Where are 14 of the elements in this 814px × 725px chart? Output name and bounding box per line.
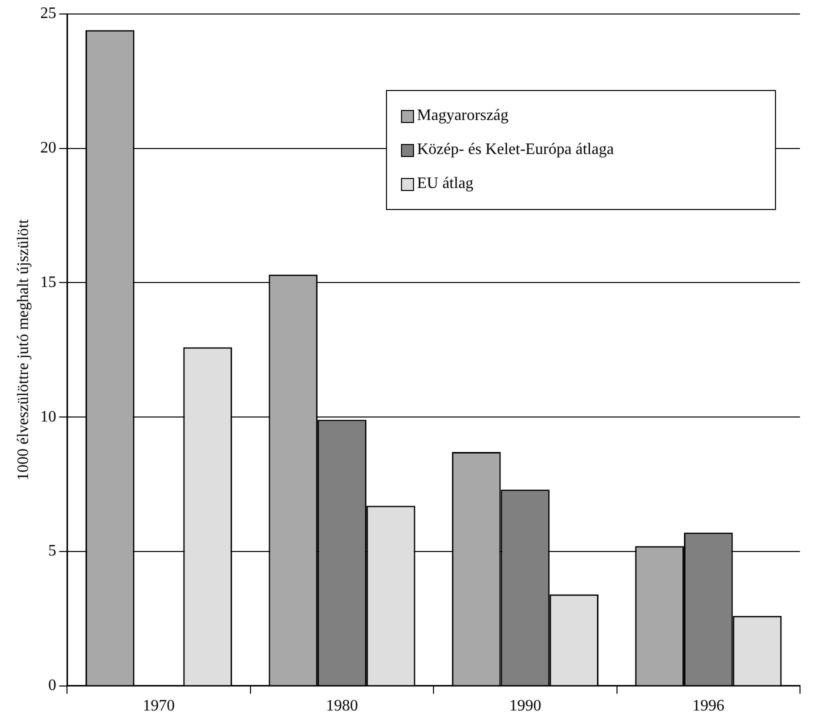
y-tick-label: 25 [40, 5, 56, 22]
legend-label: Magyarország [416, 106, 510, 126]
x-tick-label: 1990 [509, 698, 542, 715]
y-axis-title: 1000 élveszülöttre jutó meghalt újszülött [14, 218, 32, 481]
y-tick-label: 20 [40, 140, 56, 157]
x-tick-label: 1980 [326, 698, 358, 715]
y-tick-label: 15 [40, 274, 56, 291]
legend-label: EU átlag [416, 174, 474, 194]
y-tick-label: 10 [40, 408, 56, 426]
y-tick-label: 5 [48, 542, 56, 560]
x-tick-label: 1970 [142, 698, 175, 715]
x-tick-label: 1996 [692, 698, 724, 715]
legend-label: Közép- és Kelet-Európa átlaga [416, 140, 615, 160]
y-tick-label: 0 [48, 677, 56, 694]
